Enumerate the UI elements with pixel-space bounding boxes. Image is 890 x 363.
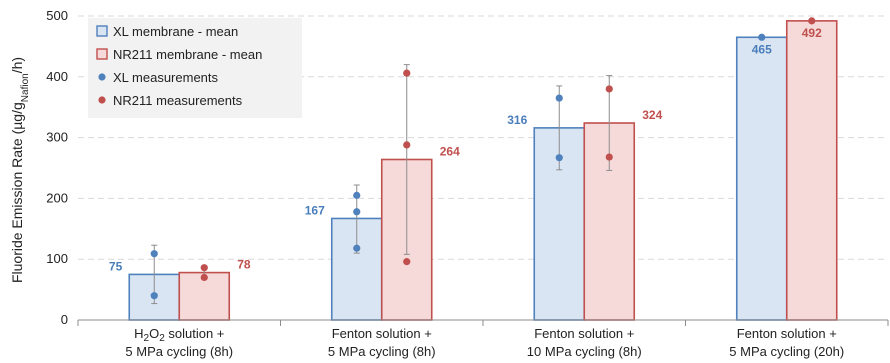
label-text: Fenton solution + <box>534 326 634 341</box>
category-label-line1: Fenton solution + <box>737 326 837 341</box>
data-labels: 75 78 167 264 316 324 465 492 <box>109 26 822 274</box>
label-text: solution + <box>165 326 225 341</box>
category-label-line2: 5 MPa cycling (8h) <box>125 344 233 359</box>
y-tick-label: 100 <box>46 251 68 266</box>
legend-swatch <box>96 48 108 60</box>
data-label: 78 <box>237 258 251 272</box>
bar <box>785 20 838 321</box>
data-label: 264 <box>440 144 460 158</box>
legend: XL membrane - mean NR211 membrane - mean X… <box>88 18 302 118</box>
measurement-point <box>200 273 208 282</box>
label-text: O <box>149 326 159 341</box>
measurement-point <box>403 141 411 149</box>
bar <box>735 36 788 321</box>
y-axis-label: Fluoride Emission Rate (µg/gNafion/h) <box>9 57 31 283</box>
category-label-line1: Fenton solution + <box>534 326 634 341</box>
y-tick-label: 0 <box>61 312 68 327</box>
measurement-point <box>403 69 411 77</box>
category-label-line2: 5 MPa cycling (20h) <box>729 344 844 359</box>
category-label-line1: H2O2 solution + <box>134 326 224 344</box>
y-tick-label: 300 <box>46 130 68 145</box>
measurement-point <box>403 258 411 266</box>
legend-marker <box>98 73 106 81</box>
legend-label: XL membrane - mean <box>113 24 238 39</box>
measurement-point <box>555 94 563 102</box>
label-text: H <box>134 326 143 341</box>
measurement-point <box>605 153 613 161</box>
measurement-point <box>353 244 361 252</box>
measurement-points <box>150 17 816 300</box>
y-tick-label: 500 <box>46 8 68 23</box>
legend-label: XL measurements <box>113 70 219 85</box>
measurement-point <box>353 208 361 216</box>
data-label: 324 <box>642 108 662 122</box>
data-label: 167 <box>305 203 325 217</box>
measurement-point <box>150 250 158 258</box>
measurement-point <box>200 264 208 272</box>
label-text: Fenton solution + <box>332 326 432 341</box>
measurement-point <box>758 33 766 41</box>
x-axis: H2O2 solution +5 MPa cycling (8h)Fenton … <box>77 319 889 359</box>
data-label: 316 <box>507 113 527 127</box>
legend-marker <box>98 96 106 104</box>
category-label-line2: 10 MPa cycling (8h) <box>527 344 642 359</box>
legend-label: NR211 membrane - mean <box>113 47 262 62</box>
measurement-point <box>605 85 613 93</box>
data-label: 465 <box>752 42 772 56</box>
subscript: 2 <box>144 333 150 344</box>
legend-box <box>88 18 302 118</box>
data-label: 492 <box>802 26 822 40</box>
measurement-point <box>808 17 816 25</box>
measurement-point <box>353 191 361 199</box>
bars <box>128 20 838 321</box>
category-label-line2: 5 MPa cycling (8h) <box>328 344 436 359</box>
legend-label: NR211 measurements <box>113 93 243 108</box>
data-label: 75 <box>109 259 123 273</box>
category-label-line1: Fenton solution + <box>332 326 432 341</box>
measurement-point <box>150 292 158 300</box>
y-tick-label: 200 <box>46 190 68 205</box>
y-tick-label: 400 <box>46 69 68 84</box>
measurement-point <box>555 154 563 162</box>
legend-swatch <box>96 25 108 37</box>
label-text: Fenton solution + <box>737 326 837 341</box>
subscript: 2 <box>159 333 165 344</box>
y-axis: 0 100 200 300 400 500 <box>46 8 68 327</box>
